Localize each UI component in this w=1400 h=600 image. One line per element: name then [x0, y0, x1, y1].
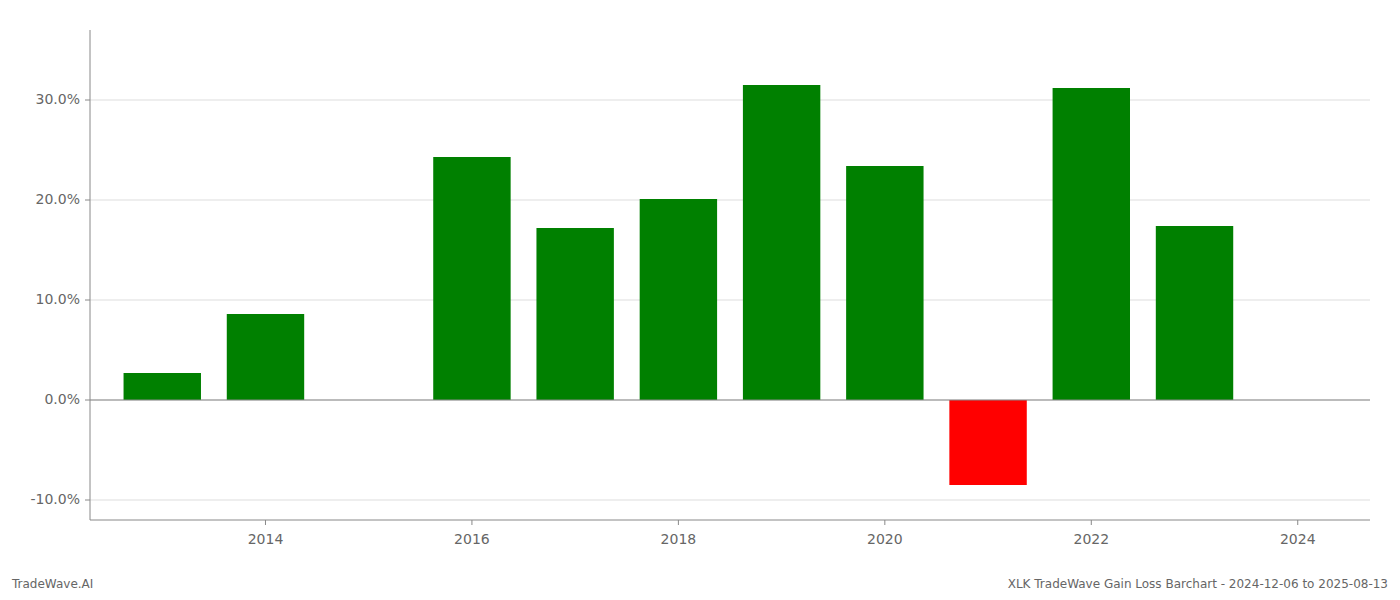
x-tick-label: 2022	[1073, 531, 1109, 547]
x-tick	[1297, 520, 1298, 525]
bar	[743, 85, 820, 400]
grid-line	[90, 500, 1370, 501]
x-tick-label: 2020	[867, 531, 903, 547]
bar	[640, 199, 717, 400]
bar	[1053, 88, 1130, 400]
x-axis-line	[90, 520, 1370, 521]
y-tick-label: -10.0%	[30, 491, 80, 507]
bar	[846, 166, 923, 400]
y-tick-label: 20.0%	[36, 191, 80, 207]
axes: 2014 2016 2018 2020 2022 2024 -10.0% 0.0% 10.0% 2…	[30, 30, 1370, 547]
bars	[124, 85, 1234, 485]
grid	[90, 100, 1370, 500]
x-tick	[265, 520, 266, 525]
chart-container: 2014 2016 2018 2020 2022 2024 -10.0% 0.0% 10.0% 2…	[0, 0, 1400, 600]
y-tick	[85, 100, 90, 101]
y-tick-label: 30.0%	[36, 91, 80, 107]
footer-text: XLK TradeWave Gain Loss Barchart - 2024-…	[1008, 577, 1388, 591]
x-tick	[884, 520, 885, 525]
bar	[433, 157, 510, 400]
grid-line	[90, 400, 1370, 401]
y-tick-label: 0.0%	[44, 391, 80, 407]
zero-line	[90, 400, 1370, 401]
x-tick	[471, 520, 472, 525]
grid-line	[90, 100, 1370, 101]
y-tick-label: 10.0%	[36, 291, 80, 307]
x-tick	[678, 520, 679, 525]
y-tick	[85, 300, 90, 301]
y-tick	[85, 400, 90, 401]
bar	[1156, 226, 1233, 400]
x-tick	[1091, 520, 1092, 525]
chart-svg: 2014 2016 2018 2020 2022 2024 -10.0% 0.0% 10.0% 2…	[0, 0, 1400, 600]
x-tick-label: 2024	[1280, 531, 1316, 547]
bar	[227, 314, 304, 400]
grid-line	[90, 200, 1370, 201]
y-tick	[85, 200, 90, 201]
y-tick	[85, 500, 90, 501]
x-tick-label: 2018	[661, 531, 697, 547]
bar	[536, 228, 613, 400]
bar	[124, 373, 201, 400]
bar	[949, 400, 1026, 485]
x-tick-label: 2014	[248, 531, 284, 547]
footer-text: TradeWave.AI	[11, 577, 93, 591]
x-tick-label: 2016	[454, 531, 490, 547]
y-axis-line	[90, 30, 91, 520]
